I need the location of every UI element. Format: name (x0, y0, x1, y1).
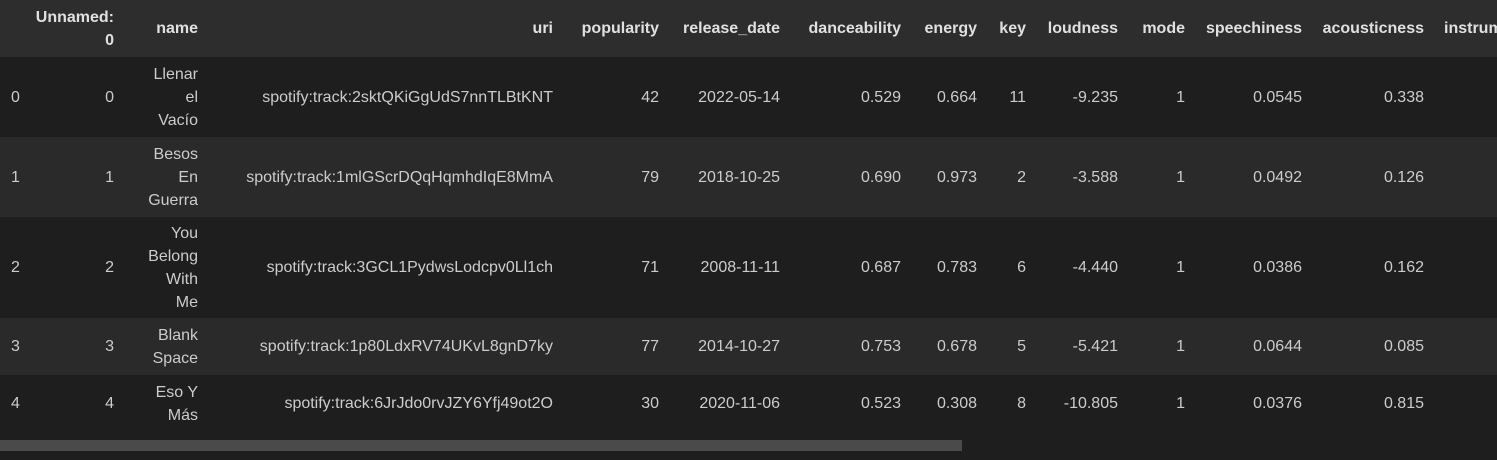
header-uri: uri (532, 20, 553, 37)
horizontal-scrollbar-thumb[interactable] (0, 440, 962, 451)
cell-instrumentalness (1424, 318, 1497, 375)
cell-danceability: 0.523 (860, 395, 901, 412)
cell-speechiness: 0.0492 (1253, 168, 1302, 186)
cell-instrumentalness (1424, 57, 1497, 137)
header-row: Unnamed: 0 name uri popularity release_d… (0, 0, 1497, 57)
cell-key: 11 (1009, 88, 1026, 106)
cell-acousticness: 0.338 (1383, 88, 1424, 106)
dataframe-table: Unnamed: 0 name uri popularity release_d… (0, 0, 1497, 432)
cell-danceability: 0.529 (860, 88, 901, 106)
cell-speechiness: 0.0644 (1253, 338, 1302, 355)
header-acousticness: acousticness (1322, 20, 1424, 37)
cell-mode: 1 (1176, 168, 1185, 186)
cell-mode: 1 (1176, 395, 1185, 412)
cell-uri: spotify:track:6JrJdo0rvJZY6Yfj49ot2O (284, 395, 553, 412)
cell-acousticness: 0.162 (1383, 259, 1424, 276)
cell-energy: 0.678 (936, 338, 977, 355)
cell-popularity: 42 (641, 88, 659, 106)
table-row: 4 4 Eso Y Más spotify:track:6JrJdo0rvJZY… (0, 375, 1497, 432)
cell-release-date: 2014-10-27 (698, 338, 780, 355)
cell-key: 5 (1017, 338, 1026, 355)
row-index: 0 (11, 88, 20, 106)
cell-uri: spotify:track:1p80LdxRV74UKvL8gnD7ky (259, 338, 553, 355)
cell-popularity: 30 (641, 395, 659, 412)
row-index: 4 (11, 395, 20, 412)
cell-release-date: 2022-05-14 (698, 88, 780, 106)
row-index: 1 (11, 168, 20, 186)
row-index: 2 (11, 259, 20, 276)
cell-speechiness: 0.0386 (1253, 259, 1302, 276)
cell-name: Besos En Guerra (148, 145, 198, 209)
cell-name: Blank Space (152, 326, 198, 367)
cell-uri: spotify:track:2sktQKiGgUdS7nnTLBtKNT (262, 88, 553, 106)
cell-energy: 0.783 (936, 259, 977, 276)
cell-acousticness: 0.815 (1383, 395, 1424, 412)
cell-key: 6 (1017, 259, 1026, 276)
cell-acousticness: 0.085 (1383, 338, 1424, 355)
header-popularity: popularity (581, 20, 659, 37)
table-row: 0 0 Llenar el Vacío spotify:track:2sktQK… (0, 57, 1497, 137)
header-danceability: danceability (808, 20, 901, 37)
cell-loudness: -5.421 (1072, 338, 1118, 355)
header-key: key (999, 20, 1026, 37)
cell-unnamed: 3 (105, 338, 114, 355)
cell-instrumentalness (1424, 375, 1497, 432)
cell-instrumentalness (1424, 137, 1497, 217)
cell-mode: 1 (1176, 259, 1185, 276)
row-index: 3 (11, 338, 20, 355)
cell-release-date: 2020-11-06 (699, 395, 780, 412)
cell-uri: spotify:track:1mlGScrDQqHqmhdIqE8MmA (246, 168, 553, 186)
cell-energy: 0.973 (936, 168, 977, 186)
cell-speechiness: 0.0376 (1253, 395, 1302, 412)
cell-unnamed: 4 (105, 395, 114, 412)
cell-mode: 1 (1176, 88, 1185, 106)
cell-danceability: 0.753 (860, 338, 901, 355)
header-release-date: release_date (683, 20, 780, 37)
cell-loudness: -4.440 (1072, 259, 1118, 276)
table-viewport: Unnamed: 0 name uri popularity release_d… (0, 0, 1497, 432)
cell-key: 2 (1017, 168, 1026, 186)
cell-unnamed: 0 (105, 88, 114, 106)
cell-uri: spotify:track:3GCL1PydwsLodcpv0Ll1ch (266, 259, 553, 276)
cell-key: 8 (1017, 395, 1026, 412)
header-instrumentalness: instrum (1444, 20, 1497, 37)
cell-name: Llenar el Vacío (153, 65, 198, 129)
header-mode: mode (1142, 20, 1185, 37)
cell-energy: 0.664 (936, 88, 977, 106)
cell-popularity: 77 (641, 338, 659, 355)
cell-danceability: 0.690 (860, 168, 901, 186)
cell-energy: 0.308 (936, 395, 977, 412)
header-loudness: loudness (1047, 20, 1118, 37)
header-name: name (156, 20, 198, 37)
header-index (0, 0, 28, 57)
cell-name: You Belong With Me (148, 224, 198, 311)
table-row: 1 1 Besos En Guerra spotify:track:1mlGSc… (0, 137, 1497, 217)
cell-acousticness: 0.126 (1383, 168, 1424, 186)
cell-popularity: 71 (641, 259, 659, 276)
header-speechiness: speechiness (1205, 20, 1302, 37)
cell-name: Eso Y Más (155, 383, 198, 424)
cell-loudness: -3.588 (1072, 168, 1118, 186)
cell-unnamed: 1 (105, 168, 114, 186)
cell-popularity: 79 (641, 168, 659, 186)
cell-loudness: -10.805 (1063, 395, 1118, 412)
cell-instrumentalness (1424, 217, 1497, 318)
header-energy: energy (924, 20, 977, 37)
table-row: 2 2 You Belong With Me spotify:track:3GC… (0, 217, 1497, 318)
cell-danceability: 0.687 (860, 259, 901, 276)
cell-release-date: 2008-11-11 (700, 259, 780, 276)
cell-unnamed: 2 (105, 259, 114, 276)
header-unnamed: Unnamed: 0 (35, 8, 114, 49)
cell-release-date: 2018-10-25 (698, 168, 780, 186)
cell-mode: 1 (1176, 338, 1185, 355)
cell-speechiness: 0.0545 (1253, 88, 1302, 106)
cell-loudness: -9.235 (1072, 88, 1118, 106)
table-row: 3 3 Blank Space spotify:track:1p80LdxRV7… (0, 318, 1497, 375)
